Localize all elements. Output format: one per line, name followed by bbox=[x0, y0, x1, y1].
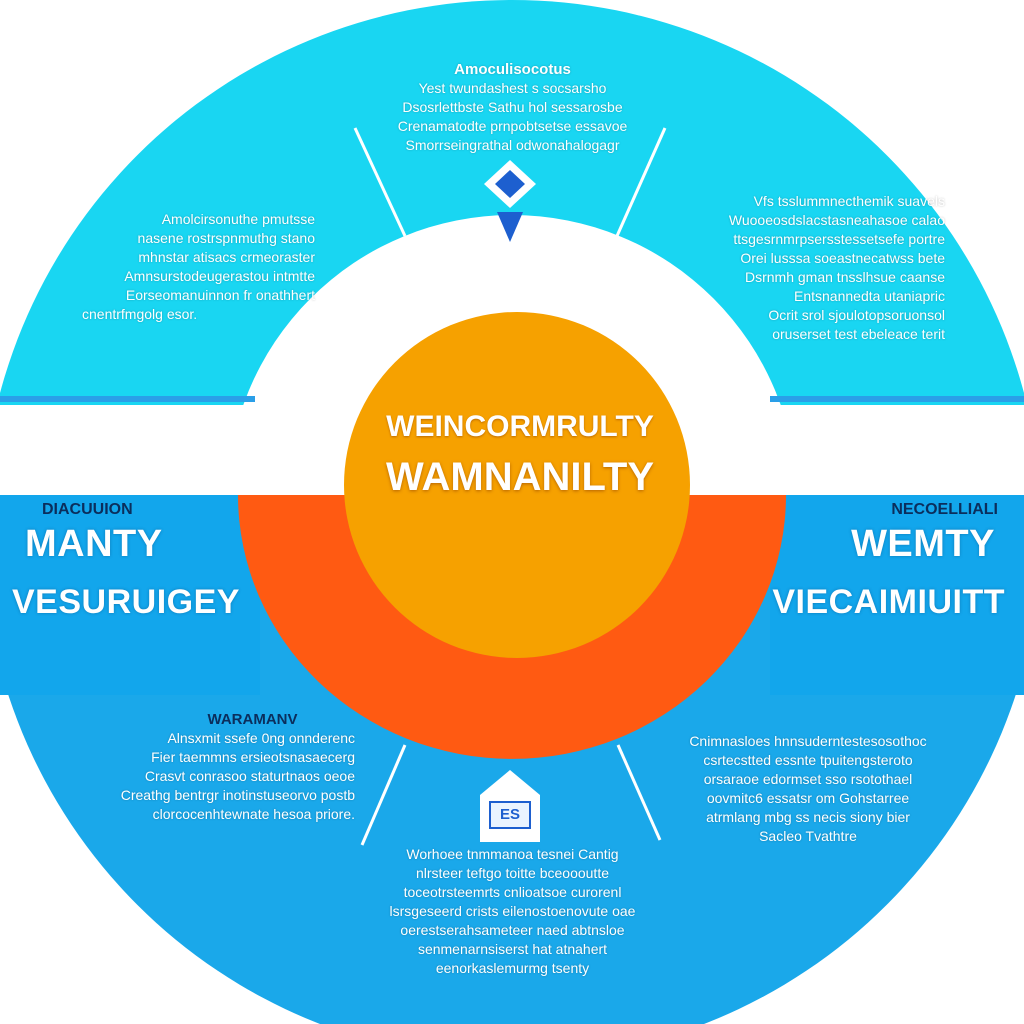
lower-left-line: Fier taemmns ersieotsnasaecerg bbox=[151, 749, 355, 765]
core-circle bbox=[344, 312, 690, 658]
lower-left-section: WARAMANV Alnsxmit ssefe 0ng onnderenc Fi… bbox=[90, 710, 355, 824]
bottom-line: senmenarnsiserst hat atnahert bbox=[417, 941, 608, 957]
right-subtitle: VIECAIMIUITT bbox=[772, 583, 1005, 621]
upper-left-line: nasene rostrspnmuthg stano bbox=[137, 230, 315, 246]
lower-left-line: clorcocenhtewnate hesoa priore. bbox=[152, 806, 355, 822]
bottom-line: eenorkaslemurmg tsenty bbox=[435, 960, 590, 976]
core-subtitle: WAMNANILTY bbox=[385, 455, 655, 499]
bottom-badge-label: ES bbox=[499, 806, 520, 823]
upper-left-line: Amnsurstodeugerastou intmtte bbox=[124, 268, 315, 284]
lower-right-line: Cnimnasloes hnnsuderntestesosothoc bbox=[689, 733, 927, 749]
upper-right-line: oruserset test ebeleace terit bbox=[772, 326, 945, 342]
divider-top-left bbox=[353, 127, 407, 237]
top-line: Yest twundashest s socsarsho bbox=[418, 80, 607, 96]
top-line: Smorrseingrathal odwonahalogagr bbox=[405, 137, 620, 153]
upper-left-line: mhnstar atisacs crmeoraster bbox=[138, 249, 315, 265]
lower-right-line: orsaraoe edormset sso rsotothael bbox=[703, 771, 913, 787]
lower-right-line: csrtecstted essnte tpuitengsteroto bbox=[703, 752, 913, 768]
lower-right-line: oovmitc6 essatsr om Gohstarree bbox=[706, 790, 910, 806]
lower-left-line: Crasvt conrasoo staturtnaos oeoe bbox=[144, 768, 355, 784]
core-title: WEINCORMRULTY bbox=[386, 410, 654, 443]
bottom-line: Worhoee tnmmanoa tesnei Cantig bbox=[406, 846, 619, 862]
divider-bottom-right bbox=[616, 744, 662, 841]
left-band bbox=[0, 495, 260, 695]
upper-left-line: Eorseomanuinnon fr onathhert bbox=[125, 287, 315, 303]
bottom-section: Worhoee tnmmanoa tesnei Cantig nlrsteer … bbox=[370, 845, 655, 978]
upper-left-section: Amolcirsonuthe pmutsse nasene rostrspnmu… bbox=[70, 210, 315, 324]
upper-left-line: cnentrfmgolg esor. bbox=[82, 306, 198, 322]
right-band bbox=[770, 495, 1024, 695]
upper-right-line: Entsnannedta utaniapric bbox=[794, 288, 945, 304]
right-title: WEMTY bbox=[851, 523, 995, 565]
bottom-badge-icon bbox=[480, 770, 540, 842]
top-diamond-icon bbox=[484, 160, 536, 242]
divider-bottom-left bbox=[360, 744, 407, 846]
upper-right-section: Vfs tsslummnecthemik suavels Wuooeosdsla… bbox=[660, 192, 945, 344]
upper-right-line: Orei lusssa soeastnecatwss bete bbox=[740, 250, 945, 266]
lower-left-heading: WARAMANV bbox=[207, 711, 298, 728]
strip-line-top bbox=[0, 396, 255, 402]
bottom-line: nlrsteer teftgo toitte bceoooutte bbox=[415, 865, 609, 881]
top-line: Crenamatodte prnpobtsetse essavoe bbox=[397, 118, 628, 134]
upper-left-line: Amolcirsonuthe pmutsse bbox=[161, 211, 315, 227]
lower-right-line: Sacleo Tvathtre bbox=[759, 828, 857, 844]
upper-right-line: ttsgesrnmrpsersstessetsefe portre bbox=[733, 231, 945, 247]
bottom-line: oerestserahsameteer naed abtnsloe bbox=[400, 922, 625, 938]
upper-right-line: Vfs tsslummnecthemik suavels bbox=[753, 193, 945, 209]
lower-left-line: Alnsxmit ssefe 0ng onnderenc bbox=[167, 730, 355, 746]
strip-line-top-right bbox=[770, 396, 1024, 402]
lower-right-line: atrmlang mbg ss necis siony bier bbox=[706, 809, 910, 825]
divider-top-right bbox=[615, 127, 667, 237]
left-tag: DIACUUION bbox=[42, 501, 133, 518]
top-section: Amoculisocotus Yest twundashest s socsar… bbox=[370, 60, 655, 155]
upper-right-line: Ocrit srol sjoulotopsoruonsol bbox=[768, 307, 945, 323]
upper-right-line: Wuooeosdslacstasneahasoe calao bbox=[728, 212, 945, 228]
top-heading: Amoculisocotus bbox=[454, 61, 571, 78]
lower-right-section: Cnimnasloes hnnsuderntestesosothoc csrte… bbox=[668, 732, 948, 846]
bottom-line: lsrsgeseerd crists eilenostoenovute oae bbox=[389, 903, 636, 919]
lower-left-line: Creathg bentrgr inotinstuseorvo postb bbox=[120, 787, 355, 803]
top-line: Dsosrlettbste Sathu hol sessarosbe bbox=[402, 99, 623, 115]
bottom-line: toceotrsteemrts cnlioatsoe curorenl bbox=[403, 884, 622, 900]
left-title: MANTY bbox=[25, 523, 163, 565]
upper-right-line: Dsrnmh gman tnsslhsue caanse bbox=[745, 269, 945, 285]
left-subtitle: VESURUIGEY bbox=[12, 583, 240, 621]
right-tag: NECOELLIALI bbox=[891, 501, 998, 518]
